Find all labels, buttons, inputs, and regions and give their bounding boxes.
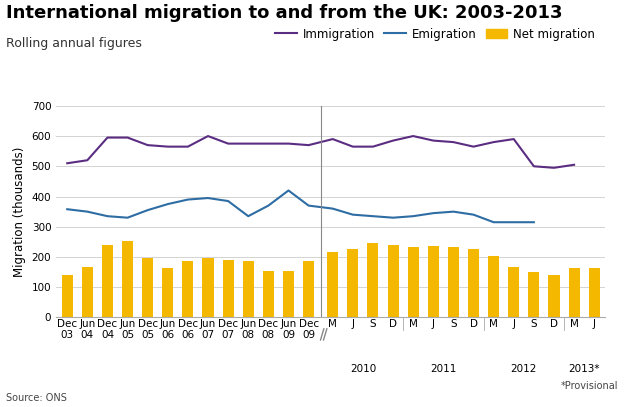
Bar xyxy=(448,247,459,317)
Y-axis label: Migration (thousands): Migration (thousands) xyxy=(13,147,26,277)
Text: 2011: 2011 xyxy=(430,364,457,374)
Bar xyxy=(303,260,314,317)
Bar xyxy=(82,267,93,317)
Bar xyxy=(142,258,154,317)
Bar xyxy=(223,260,233,317)
Text: 2012: 2012 xyxy=(510,364,537,374)
Text: 2013*: 2013* xyxy=(568,364,600,374)
Bar xyxy=(283,271,294,317)
Bar xyxy=(182,260,193,317)
Bar xyxy=(529,272,539,317)
Bar xyxy=(203,258,213,317)
Bar xyxy=(243,261,254,317)
Bar xyxy=(488,256,499,317)
Text: Source: ONS: Source: ONS xyxy=(6,393,67,403)
Bar xyxy=(348,249,358,317)
Bar xyxy=(122,241,133,317)
Bar xyxy=(62,275,73,317)
Text: Rolling annual figures: Rolling annual figures xyxy=(6,37,142,50)
Bar xyxy=(548,275,560,317)
Bar xyxy=(263,271,274,317)
Bar xyxy=(407,247,419,317)
Bar xyxy=(508,267,519,317)
Text: *Provisional: *Provisional xyxy=(560,381,618,391)
Bar xyxy=(428,245,439,317)
Bar xyxy=(568,267,580,317)
Bar xyxy=(468,249,479,317)
Bar xyxy=(368,243,379,317)
Legend: Immigration, Emigration, Net migration: Immigration, Emigration, Net migration xyxy=(271,23,600,45)
Bar xyxy=(327,252,338,317)
Text: International migration to and from the UK: 2003-2013: International migration to and from the … xyxy=(6,4,563,22)
Bar xyxy=(588,267,600,317)
Bar xyxy=(388,245,399,317)
Bar xyxy=(102,245,113,317)
Bar xyxy=(162,267,173,317)
Text: 2010: 2010 xyxy=(350,364,376,374)
